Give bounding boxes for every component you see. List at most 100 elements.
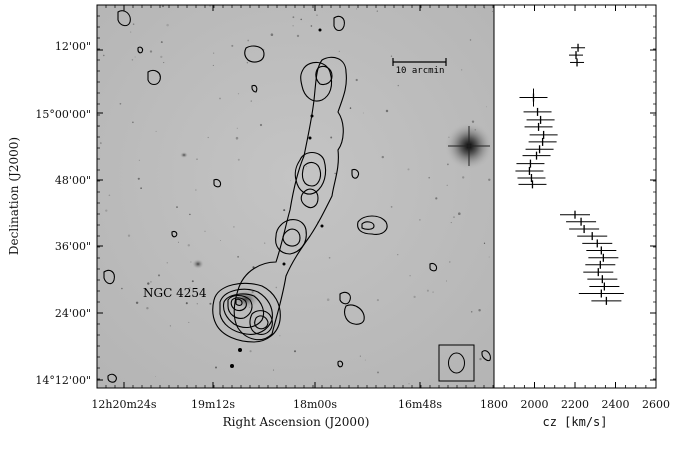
x-tick-label: 12h20m24s (91, 398, 157, 411)
y-tick-label: 48'00" (55, 174, 91, 187)
background-star (292, 16, 295, 19)
background-star (295, 246, 297, 248)
velocity-x-tick-label: 2400 (602, 398, 630, 411)
stream-dot (238, 348, 242, 352)
background-star (479, 357, 482, 361)
contour-island (171, 230, 178, 238)
background-star (362, 112, 364, 114)
background-star (330, 136, 333, 139)
contour-island (361, 221, 375, 230)
background-star (293, 350, 297, 353)
galaxy-blob (180, 152, 188, 158)
background-star (426, 289, 429, 292)
contour-ngc-outer (212, 282, 281, 343)
background-star (209, 5, 211, 7)
background-star (488, 256, 490, 258)
background-star (219, 97, 221, 100)
background-star (247, 39, 250, 42)
background-star (300, 18, 302, 21)
background-star (189, 213, 191, 216)
background-star (204, 230, 206, 232)
background-star (377, 371, 379, 374)
velocity-points (515, 43, 624, 305)
background-star (390, 55, 393, 57)
contour-ngc (249, 310, 273, 335)
background-star (131, 59, 134, 61)
contour-ngc (227, 294, 253, 319)
background-star (443, 69, 444, 71)
background-star (270, 33, 274, 36)
background-star (213, 52, 215, 54)
background-star (138, 159, 140, 161)
velocity-ticks (493, 5, 657, 388)
background-star (385, 109, 389, 113)
background-star (132, 121, 134, 124)
background-star (279, 335, 281, 337)
background-star (458, 212, 461, 215)
background-star (491, 10, 493, 12)
background-star (189, 287, 191, 289)
background-star (149, 50, 153, 53)
background-star (407, 168, 410, 171)
stream-dot (320, 224, 324, 228)
contour-island (429, 262, 438, 272)
background-star (355, 78, 358, 82)
contour-island (117, 10, 131, 27)
background-star (235, 136, 239, 140)
scale-bar-label: 10 arcmin (396, 66, 445, 76)
background-star (338, 50, 340, 53)
stream-dots (230, 28, 324, 368)
background-star (428, 176, 431, 179)
background-star (432, 291, 435, 294)
background-star (209, 302, 212, 305)
x-axis-title: Right Ascension (J2000) (223, 415, 370, 429)
background-star (190, 261, 192, 263)
background-star (155, 130, 157, 132)
contour-ngc (235, 298, 243, 306)
background-star (462, 176, 465, 179)
contour-main-outer (233, 56, 347, 341)
background-star (155, 376, 156, 377)
velocity-panel (493, 4, 657, 389)
contour-island (481, 350, 491, 362)
background-star (446, 280, 448, 282)
hi-contours (103, 10, 491, 383)
background-star (146, 306, 149, 310)
velocity-x-tick-labels: 1800 2000 2200 2400 2600 (480, 398, 670, 411)
contour-island (147, 69, 161, 86)
background-star (121, 287, 123, 290)
background-star (134, 56, 136, 58)
background-star (275, 286, 277, 289)
background-star (272, 369, 275, 371)
contour-island (107, 373, 117, 383)
stream-dot (308, 136, 312, 140)
y-tick-label: 24'00" (55, 307, 91, 320)
background-star (160, 41, 163, 44)
background-star (461, 69, 463, 71)
y-tick-label: 14°12'00" (35, 374, 91, 387)
background-star (488, 178, 491, 181)
background-star (334, 172, 336, 175)
sky-image-panel: 10 arcmin NGC 4254 (96, 4, 495, 389)
contour-ring (282, 228, 301, 247)
y-tick-label: 15°00'00" (35, 108, 91, 121)
velocity-frame (493, 4, 657, 389)
background-star (484, 7, 486, 9)
contour-island (137, 46, 144, 54)
contour-island (333, 15, 345, 32)
background-star (390, 206, 393, 208)
contour-ngc (222, 293, 265, 329)
stream-dot (282, 262, 286, 266)
background-star (356, 8, 357, 10)
background-star (469, 39, 472, 41)
velocity-x-tick-label: 2200 (561, 398, 589, 411)
y-tick-label: 36'00" (55, 240, 91, 253)
background-star (470, 311, 473, 313)
background-star (127, 234, 131, 237)
velocity-x-tick-label: 2000 (521, 398, 549, 411)
background-star (119, 102, 122, 105)
x-tick-label: 19m12s (191, 398, 235, 411)
beam-ellipse (448, 352, 465, 374)
background-star (140, 187, 142, 189)
